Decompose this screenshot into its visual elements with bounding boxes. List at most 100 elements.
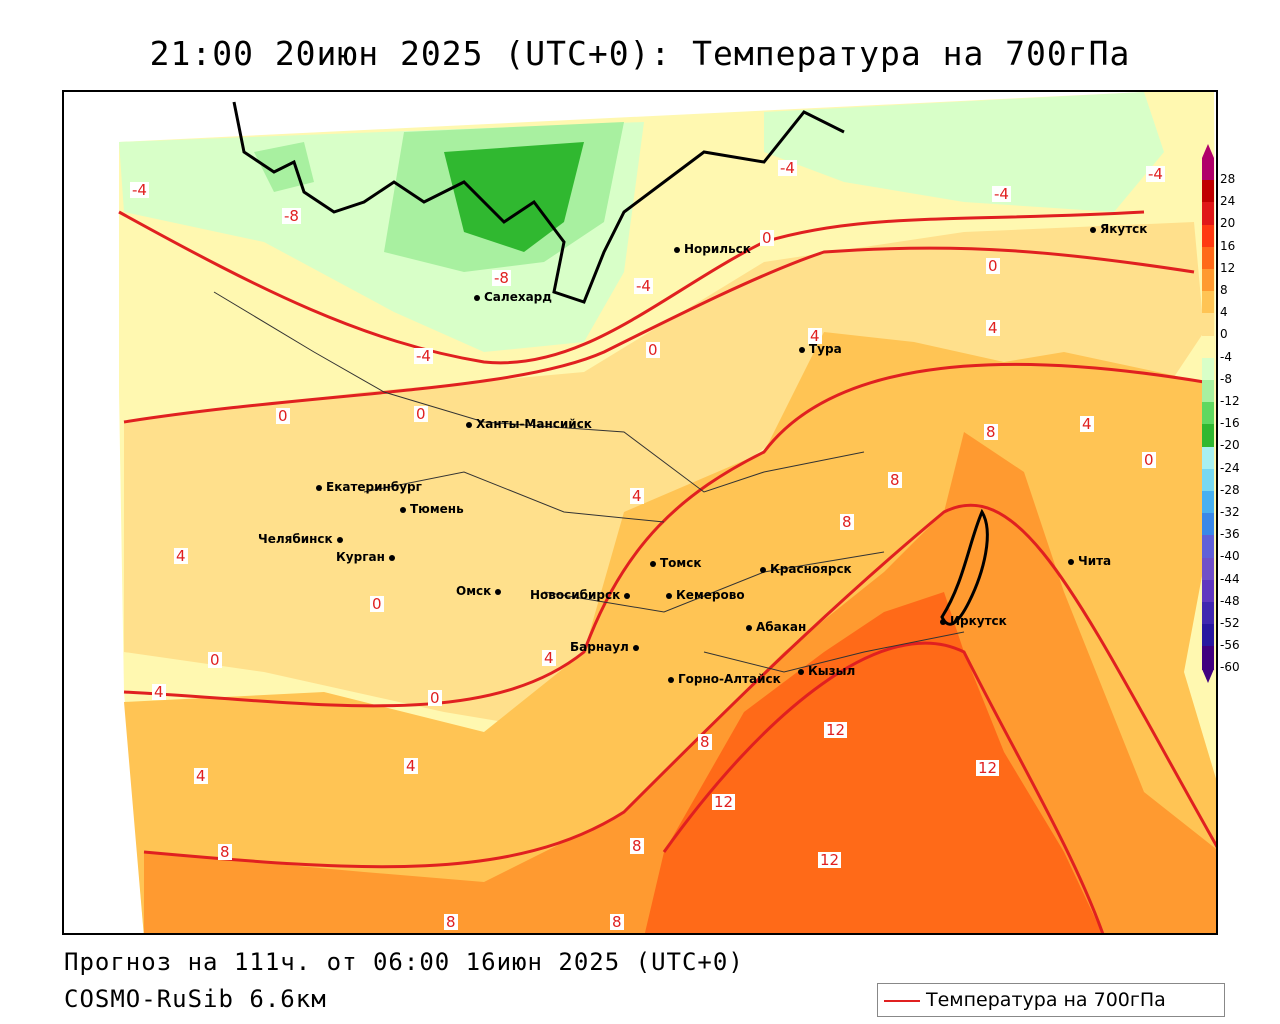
isoline-label: 8 xyxy=(610,913,624,931)
colorbar-label: -60 xyxy=(1220,660,1240,675)
city-omsk: Омск xyxy=(456,584,505,598)
city-gorno-altaysk: Горно-Алтайск xyxy=(668,672,781,686)
isoline-label: 0 xyxy=(276,407,290,425)
isoline-label: 4 xyxy=(174,547,188,565)
forecast-info: Прогноз на 111ч. от 06:00 16июн 2025 (UT… xyxy=(64,948,744,976)
isoline-label: 8 xyxy=(698,733,712,751)
colorbar-label: -56 xyxy=(1220,638,1240,653)
city-kurgan: Курган xyxy=(336,550,399,564)
colorbar-label: -28 xyxy=(1220,482,1240,497)
colorbar-swatch xyxy=(1202,602,1214,626)
colorbar-label: 28 xyxy=(1220,172,1236,186)
colorbar-label: -48 xyxy=(1220,593,1240,608)
isoline-label: 8 xyxy=(840,513,854,531)
isoline-label: -4 xyxy=(634,277,653,295)
colorbar-label: -52 xyxy=(1220,616,1240,630)
isoline-label: -8 xyxy=(492,269,511,287)
temperature-field xyxy=(118,92,1216,933)
city-barnaul: Барнаул xyxy=(570,640,643,654)
colorbar-swatch xyxy=(1202,446,1214,470)
colorbar-label: -20 xyxy=(1220,438,1240,453)
colorbar-swatch xyxy=(1202,335,1214,359)
isoline-label: 0 xyxy=(986,257,1000,275)
colorbar-swatch xyxy=(1202,269,1214,293)
isotherm-0 xyxy=(123,246,1195,424)
colorbar-label: -12 xyxy=(1220,394,1240,408)
city-yekaterinburg: Екатеринбург xyxy=(316,480,422,494)
isoline-label: -4 xyxy=(1146,165,1165,183)
colorbar-label: 12 xyxy=(1220,260,1236,275)
colorbar-label: -24 xyxy=(1220,460,1240,475)
city-norilsk: Норильск xyxy=(674,242,751,256)
isoline-label: 4 xyxy=(986,319,1000,337)
isoline-label: 0 xyxy=(428,689,442,707)
colorbar-swatch xyxy=(1202,624,1214,648)
colorbar-label: 4 xyxy=(1220,305,1228,320)
isoline-label: 8 xyxy=(444,913,458,931)
colorbar-swatch xyxy=(1202,246,1214,270)
colorbar-swatch xyxy=(1202,491,1214,515)
isoline-label: 4 xyxy=(1080,415,1094,433)
isoline-label: 0 xyxy=(208,651,222,669)
colorbar-swatch xyxy=(1202,224,1214,248)
isoline-label: 4 xyxy=(542,649,556,667)
colorbar-label: 8 xyxy=(1220,283,1228,297)
colorbar-label: -8 xyxy=(1220,371,1232,386)
isoline-label: -4 xyxy=(778,159,797,177)
colorbar-bottom-arrow xyxy=(1202,668,1214,683)
city-krasnoyarsk: Красноярск xyxy=(760,562,852,576)
colorbar-swatch xyxy=(1202,357,1214,381)
isoline-label: 0 xyxy=(414,405,428,423)
isotherm-4 xyxy=(123,362,1205,708)
isoline-label: 12 xyxy=(712,793,736,811)
city-chita: Чита xyxy=(1068,554,1111,568)
isoline-label: 4 xyxy=(194,767,208,785)
isoline-label: -4 xyxy=(992,185,1011,203)
isotherm-8 xyxy=(143,503,1216,869)
colorbar-swatch xyxy=(1202,313,1214,337)
colorbar-top-arrow xyxy=(1202,144,1214,158)
city-tura: Тура xyxy=(799,342,842,356)
city-yakutsk: Якутск xyxy=(1090,222,1147,236)
colorbar-label: 20 xyxy=(1220,216,1236,231)
city-tomsk: Томск xyxy=(650,556,702,570)
isoline-label: 4 xyxy=(630,487,644,505)
city-kyzyl: Кызыл xyxy=(798,664,855,678)
city-abakan: Абакан xyxy=(746,620,806,634)
isoline-label: 0 xyxy=(646,341,660,359)
colorbar-label: 24 xyxy=(1220,194,1236,209)
field-12-16 xyxy=(644,592,1103,933)
city-salekhard: Салехард xyxy=(474,290,552,304)
colorbar-label: 0 xyxy=(1220,327,1228,342)
colorbar-swatch xyxy=(1202,535,1214,559)
colorbar-label: -32 xyxy=(1220,505,1240,519)
colorbar-swatch xyxy=(1202,468,1214,492)
colorbar-swatch xyxy=(1202,180,1214,204)
model-name: COSMO-RuSib 6.6км xyxy=(64,985,327,1013)
colorbar-label: -44 xyxy=(1220,571,1240,586)
colorbar-swatch xyxy=(1202,424,1214,448)
isoline-label: 12 xyxy=(824,721,848,739)
colorbar-swatch xyxy=(1202,646,1214,670)
colorbar-label: 16 xyxy=(1220,238,1236,253)
legend: Температура на 700гПа xyxy=(877,983,1225,1017)
colorbar-swatch xyxy=(1202,202,1214,226)
colorbar-label: -36 xyxy=(1220,527,1240,542)
isoline-label: 0 xyxy=(1142,451,1156,469)
isoline-label: -4 xyxy=(130,181,149,199)
colorbar-swatch xyxy=(1202,579,1214,603)
coastline xyxy=(232,101,845,304)
colorbar-swatch xyxy=(1202,402,1214,426)
colorbar-swatch xyxy=(1202,380,1214,404)
city-tyumen: Тюмень xyxy=(400,502,464,516)
isoline-label: -8 xyxy=(282,207,301,225)
lake-baikal xyxy=(940,508,989,626)
city-irkutsk: Иркутск xyxy=(940,614,1007,628)
colorbar-swatch xyxy=(1202,291,1214,315)
isoline-label: 8 xyxy=(218,843,232,861)
isoline-label: 0 xyxy=(760,229,774,247)
isoline-label: 0 xyxy=(370,595,384,613)
colorbar-swatch xyxy=(1202,513,1214,537)
legend-line xyxy=(884,1000,920,1002)
isoline-label: 8 xyxy=(630,837,644,855)
